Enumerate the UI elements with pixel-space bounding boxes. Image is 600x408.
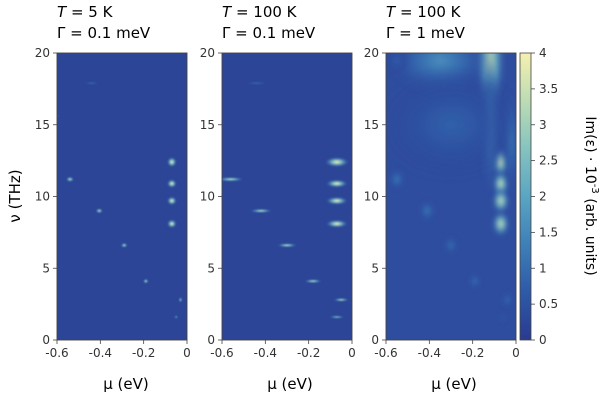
y-tick-label: 5: [207, 261, 215, 275]
panel-1-feature: [66, 176, 74, 182]
colorbar-tick-label: 2: [539, 190, 547, 204]
x-tick-label: -0.6: [45, 346, 68, 360]
y-tick-label: 15: [200, 118, 215, 132]
colorbar-tick-label: 3: [539, 118, 547, 132]
x-tick-label: -0.6: [210, 346, 233, 360]
panel-3-feature: [388, 167, 406, 191]
colorbar-label: Im(ε) · 10-3 (arb. units): [582, 116, 600, 275]
x-tick-label: -0.2: [132, 346, 155, 360]
panel-2-feature: [326, 179, 348, 188]
panel-3-feature: [468, 272, 482, 290]
colorbar: 0 0.5 1 1.5 2 2.5 3 3.5 4 Im(ε) · 10-3 (arb. uni…: [519, 46, 600, 347]
y-tick-label: 20: [364, 46, 379, 60]
panel-1-feature: [57, 114, 61, 118]
panel-2-feature: [277, 243, 297, 248]
y-tick-label: 0: [42, 333, 50, 347]
panel-2-feature: [250, 208, 272, 213]
panel-1-heatmap-background: [57, 53, 187, 340]
x-tick-label: -0.2: [461, 346, 484, 360]
panel-3-feature: [498, 311, 508, 323]
panel-1-features: [57, 81, 183, 319]
colorbar-gradient: [519, 52, 532, 341]
panel-2-feature: [245, 81, 268, 85]
colorbar-tick-label: 1.5: [539, 225, 558, 239]
x-tick-label: -0.6: [374, 346, 397, 360]
y-axis-label: ν (THz): [6, 169, 24, 222]
x-tick-label: -0.4: [254, 346, 277, 360]
colorbar-tick-label: 0: [539, 333, 547, 347]
panel-3-feature: [386, 53, 410, 78]
x-tick-label: 0: [348, 346, 356, 360]
panel-1-feature: [143, 278, 149, 284]
panel-2-feature: [304, 279, 322, 284]
y-tick-label: 10: [364, 190, 379, 204]
panel-1-feature: [95, 208, 103, 214]
panel-1-feature: [167, 196, 177, 206]
colorbar-tick-label: 4: [539, 46, 547, 60]
panel-1-axes: -0.6 -0.4 -0.2 0 0 5 10 15 20: [35, 46, 191, 360]
panel-3-feature: [418, 199, 436, 223]
panel-2-title-gamma: Γ = 0.1 meV: [222, 24, 316, 42]
panel-1-title-temperature: T = 5 K: [57, 3, 114, 21]
y-tick-label: 5: [42, 261, 50, 275]
panel-3-title-gamma: Γ = 1 meV: [386, 24, 466, 42]
panel-1-feature: [84, 81, 100, 85]
panel-2-feature: [333, 298, 349, 302]
panel-3-feature: [492, 210, 510, 237]
colorbar-tick-label: 0.5: [539, 297, 558, 311]
y-tick-label: 20: [200, 46, 215, 60]
panel-3-feature: [492, 187, 510, 214]
y-tick-label: 20: [35, 46, 50, 60]
panel-3-feature: [443, 235, 459, 256]
panel-3-feature: [500, 291, 514, 309]
x-tick-label: 0: [183, 346, 191, 360]
panel-3-features: [386, 53, 516, 323]
x-tick-label: -0.4: [89, 346, 112, 360]
panel-1-xlabel: μ (eV): [103, 375, 149, 393]
panel-1-feature: [167, 179, 177, 188]
y-tick-label: 15: [364, 118, 379, 132]
panel-1-feature: [167, 157, 177, 168]
y-tick-label: 10: [35, 190, 50, 204]
panel-3: T = 100 K Γ = 1 meV -0.6 -0.4 -0.2 0 0 5 10 15 2…: [364, 3, 520, 393]
colorbar-tick-label: 2.5: [539, 154, 558, 168]
panel-2-feature: [326, 196, 348, 205]
colorbar-ticks: 0 0.5 1 1.5 2 2.5 3 3.5 4: [531, 46, 558, 347]
x-tick-label: -0.4: [418, 346, 441, 360]
panel-2-heatmap-background: [222, 53, 352, 340]
colorbar-tick-label: 3.5: [539, 82, 558, 96]
panel-2: T = 100 K Γ = 0.1 meV -0.6 -0.4 -0.2 0 0 5 10 1…: [200, 3, 356, 393]
panel-3-xlabel: μ (eV): [431, 375, 477, 393]
y-tick-label: 15: [35, 118, 50, 132]
panel-2-feature: [329, 315, 345, 319]
panel-2-feature: [326, 219, 348, 228]
panel-3-feature: [386, 67, 516, 183]
panel-2-axes: -0.6 -0.4 -0.2 0 0 5 10 15 20: [200, 46, 356, 360]
panel-3-title-temperature: T = 100 K: [386, 3, 462, 21]
panel-2-feature: [324, 157, 349, 168]
panel-1-feature: [167, 219, 177, 229]
panel-2-feature: [222, 177, 244, 182]
colorbar-tick-label: 1: [539, 261, 547, 275]
x-tick-label: -0.2: [297, 346, 320, 360]
panel-1-title-gamma: Γ = 0.1 meV: [57, 24, 151, 42]
y-tick-label: 10: [200, 190, 215, 204]
y-tick-label: 0: [207, 333, 215, 347]
panel-1-feature: [120, 242, 128, 248]
panel-2-features: [222, 81, 349, 319]
y-tick-label: 5: [371, 261, 379, 275]
y-tick-label: 0: [371, 333, 379, 347]
panel-3-axes: -0.6 -0.4 -0.2 0 0 5 10 15 20: [364, 46, 520, 360]
panel-1: T = 5 K Γ = 0.1 meV -0.6 -0.4 -0.2 0 0 5 10 15 2…: [35, 3, 191, 393]
panel-2-xlabel: μ (eV): [267, 375, 313, 393]
x-tick-label: 0: [512, 346, 520, 360]
panel-1-feature: [174, 315, 178, 319]
panel-1-feature: [178, 297, 183, 303]
panel-2-title-temperature: T = 100 K: [222, 3, 298, 21]
